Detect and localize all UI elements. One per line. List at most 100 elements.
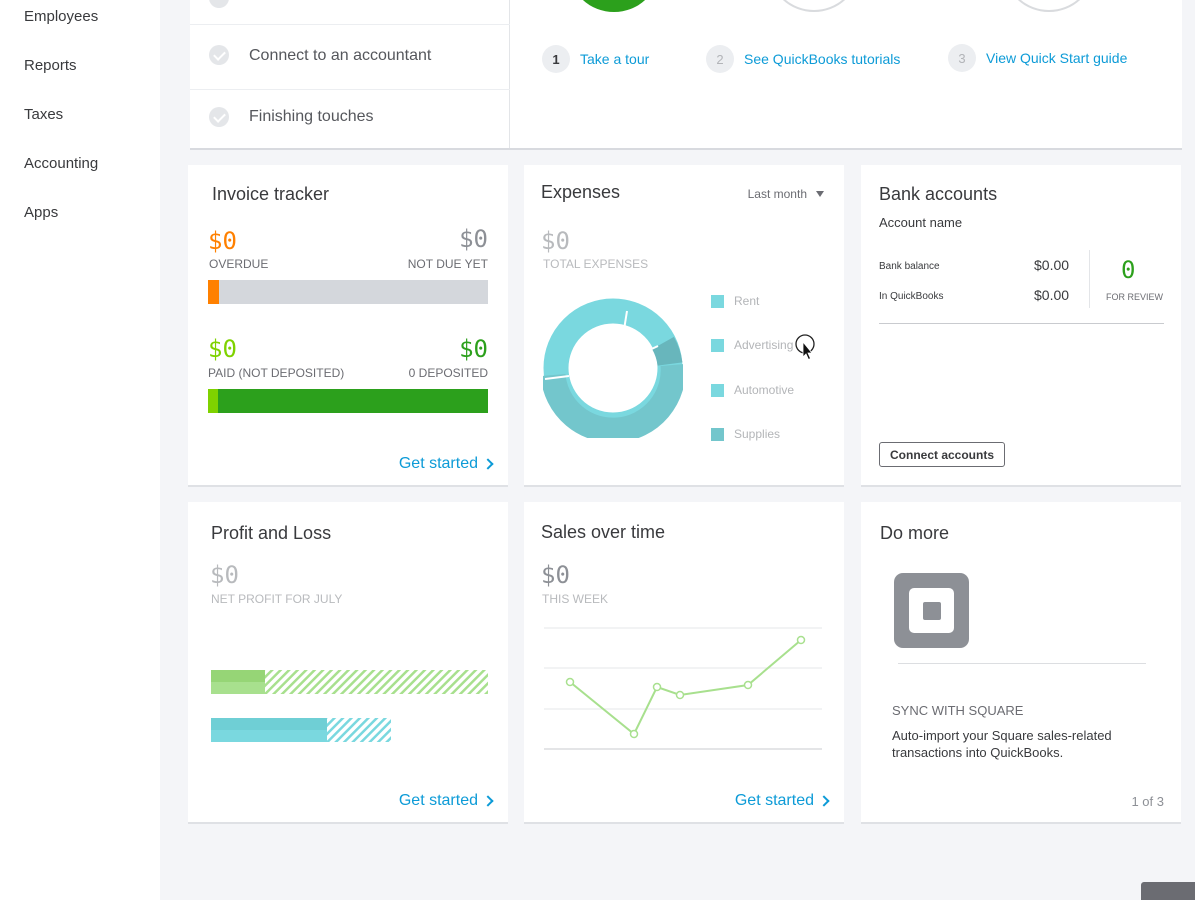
data-point (652, 682, 662, 692)
quick-start-link[interactable]: View Quick Start guide (986, 50, 1128, 66)
cursor-icon (795, 334, 815, 361)
sidebar-item-employees[interactable]: Employees (24, 8, 99, 25)
legend-label: Automotive (734, 383, 795, 397)
legend-item-automotive: Automotive (711, 383, 794, 397)
do-more-card: Do more SYNC WITH SQUARE Auto-import you… (861, 502, 1181, 824)
chat-tab[interactable] (1141, 882, 1195, 900)
step-tutorials[interactable]: 2 See QuickBooks tutorials (706, 45, 900, 73)
not-due-label: NOT DUE YET (407, 257, 488, 271)
divider (879, 323, 1164, 324)
chevron-right-icon (818, 795, 830, 807)
setup-task-accountant[interactable]: Connect to an accountant (190, 24, 510, 84)
card-title: Profit and Loss (211, 523, 332, 543)
bank-accounts-card: Bank accounts Account name Bank balance … (861, 165, 1181, 487)
donut-divider (622, 310, 628, 337)
connect-accounts-button[interactable]: Connect accounts (879, 442, 1006, 467)
data-point (629, 729, 639, 739)
overdue-label: OVERDUE (209, 257, 269, 271)
data-point (796, 635, 806, 645)
sidebar: Employees Reports Taxes Accounting Apps (0, 0, 160, 900)
step-number: 3 (948, 44, 976, 72)
progress-circle (1005, 0, 1093, 12)
overdue-bar[interactable] (208, 280, 488, 304)
square-logo-icon[interactable] (894, 573, 969, 648)
card-title: Bank accounts (879, 184, 998, 204)
paid-bar[interactable] (208, 389, 488, 413)
not-due-amount: $0 (459, 225, 488, 253)
profit-loss-bars[interactable] (211, 670, 489, 744)
bank-balance-value: $0.00 (1034, 257, 1070, 273)
paid-label: PAID (NOT DEPOSITED) (208, 366, 345, 380)
pager-indicator: 1 of 3 (1131, 794, 1164, 809)
check-icon (209, 107, 229, 127)
sales-line-chart[interactable] (544, 622, 824, 752)
net-profit-amount: $0 (210, 561, 239, 589)
in-quickbooks-value: $0.00 (1034, 287, 1070, 303)
sidebar-item-taxes[interactable]: Taxes (24, 106, 64, 123)
divider (898, 663, 1146, 664)
card-title: Sales over time (541, 522, 666, 542)
caret-down-icon (816, 191, 824, 197)
paid-amount: $0 (208, 335, 237, 363)
step-quick-start[interactable]: 3 View Quick Start guide (948, 44, 1127, 72)
sales-over-time-card: Sales over time $0 THIS WEEK Get started (524, 502, 844, 824)
expenses-donut-chart[interactable] (543, 298, 683, 438)
sales-amount: $0 (541, 561, 570, 589)
invoice-tracker-card: Invoice tracker $0 $0 OVERDUE NOT DUE YE… (188, 165, 508, 487)
bank-balance-label: Bank balance (879, 261, 940, 272)
profit-and-loss-card: Profit and Loss $0 NET PROFIT FOR JULY G… (188, 502, 508, 824)
deposited-label: 0 DEPOSITED (408, 366, 488, 380)
deposited-amount: $0 (459, 335, 488, 363)
sales-line (569, 639, 802, 736)
overdue-amount: $0 (208, 227, 237, 255)
period-dropdown[interactable]: Last month (748, 187, 824, 201)
net-profit-label: NET PROFIT FOR JULY (211, 592, 343, 606)
card-title: Do more (880, 523, 950, 543)
progress-circle (570, 0, 658, 12)
period-value: Last month (747, 187, 807, 201)
income-bar-fill (211, 682, 265, 694)
income-bar-fill (211, 670, 265, 682)
legend-label: Rent (734, 294, 760, 308)
for-review-count[interactable]: 0 (1121, 256, 1136, 284)
sidebar-item-apps[interactable]: Apps (24, 204, 59, 221)
legend-item-advertising: Advertising (711, 338, 793, 352)
setup-task-finishing[interactable]: Finishing touches (190, 89, 510, 149)
expense-bar-fill (211, 730, 327, 742)
expense-bar-fill (211, 718, 327, 730)
sidebar-item-reports[interactable]: Reports (24, 57, 77, 74)
get-started-label: Get started (734, 792, 814, 809)
check-icon (209, 0, 229, 8)
sidebar-item-accounting[interactable]: Accounting (24, 155, 99, 172)
pnl-get-started-link[interactable]: Get started (399, 792, 494, 810)
legend-swatch (711, 338, 724, 352)
in-quickbooks-label: In QuickBooks (879, 291, 944, 302)
step-number: 2 (706, 45, 734, 73)
card-title: Invoice tracker (212, 184, 330, 204)
sales-amount-label: THIS WEEK (542, 592, 609, 606)
progress-circle (770, 0, 858, 12)
check-icon (209, 45, 229, 65)
legend-swatch (711, 427, 724, 441)
invoice-get-started-link[interactable]: Get started (399, 455, 494, 473)
chevron-right-icon (482, 795, 494, 807)
sales-get-started-link[interactable]: Get started (734, 792, 830, 810)
expenses-amount: $0 (541, 227, 570, 255)
data-point (743, 680, 753, 690)
step-number: 1 (542, 45, 570, 73)
legend-item-supplies: Supplies (711, 427, 780, 441)
take-tour-link[interactable]: Take a tour (580, 51, 650, 67)
setup-panel: Connect to an accountant Finishing touch… (190, 0, 1182, 150)
legend-swatch (711, 294, 724, 308)
legend-swatch (711, 383, 724, 397)
legend-label: Advertising (734, 338, 794, 352)
divider (1089, 250, 1090, 308)
legend-label: Supplies (734, 427, 781, 441)
tutorials-link[interactable]: See QuickBooks tutorials (744, 51, 901, 67)
donut-divider (544, 375, 570, 380)
setup-task-label: Finishing touches (249, 108, 374, 125)
step-take-tour[interactable]: 1 Take a tour (542, 45, 649, 73)
promo-body: Auto-import your Square sales-related tr… (892, 728, 1112, 760)
setup-task-list: Connect to an accountant Finishing touch… (190, 0, 510, 148)
donut-divider (642, 345, 659, 354)
